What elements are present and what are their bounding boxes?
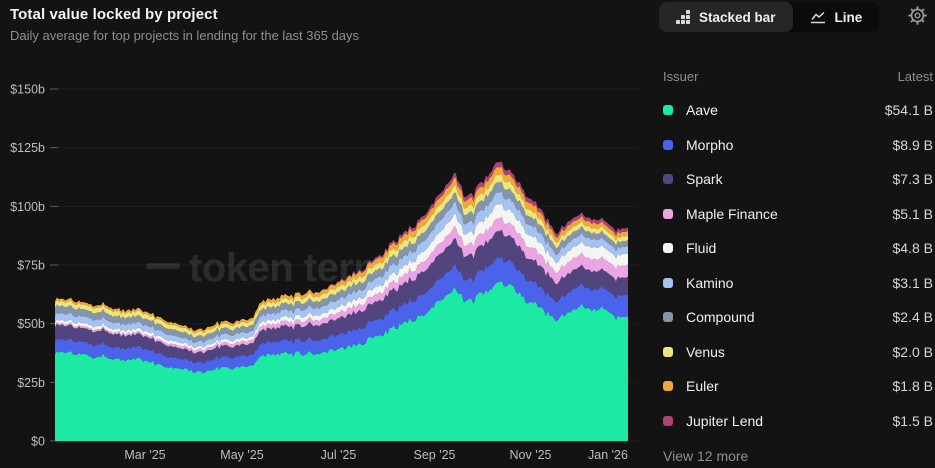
legend-color-dot (663, 139, 673, 150)
legend-row[interactable]: Compound $2.4 B (663, 300, 933, 335)
legend-row[interactable]: Maple Finance $5.1 B (663, 197, 933, 232)
legend-latest-value: $4.8 B (892, 240, 933, 257)
watermark-logo-bar (146, 263, 180, 269)
legend-issuer-name: Compound (686, 309, 755, 326)
y-axis-label: $125b (10, 141, 45, 155)
legend-issuer-name: Kamino (686, 274, 734, 291)
line-toggle-label: Line (834, 9, 863, 25)
x-axis-label: Nov '25 (510, 448, 552, 462)
legend-row[interactable]: Morpho $8.9 B (663, 128, 933, 163)
legend-latest-value: $8.9 B (892, 136, 933, 153)
legend-row[interactable]: Euler $1.8 B (663, 369, 933, 404)
page-subtitle: Daily average for top projects in lendin… (10, 28, 360, 43)
line-chart-icon (810, 11, 826, 24)
legend-row[interactable]: Kamino $3.1 B (663, 266, 933, 301)
gear-icon (907, 5, 928, 29)
legend-issuer-name: Spark (686, 171, 723, 188)
legend-latest-value: $2.0 B (892, 343, 933, 360)
area-series-morpho[interactable] (55, 255, 628, 374)
legend-latest-value: $54.1 B (884, 102, 933, 119)
legend-issuer-name: Jupiter Lend (686, 412, 764, 429)
legend-row[interactable]: Fluid $4.8 B (663, 231, 933, 266)
y-axis-label: $0 (31, 435, 45, 449)
legend-row[interactable]: Jupiter Lend $1.5 B (663, 404, 933, 439)
legend-color-dot (663, 208, 673, 219)
x-axis-label: Jul '25 (321, 448, 357, 462)
legend-issuer-name: Euler (686, 378, 719, 395)
legend-row[interactable]: Spark $7.3 B (663, 162, 933, 197)
legend-row[interactable]: Venus $2.0 B (663, 335, 933, 370)
legend-issuer-name: Maple Finance (686, 205, 778, 222)
x-axis-label: Mar '25 (124, 448, 165, 462)
legend-row[interactable]: Aave $54.1 B (663, 93, 933, 128)
legend-latest-value: $5.1 B (892, 205, 933, 222)
view-more-link[interactable]: View 12 more (663, 444, 748, 468)
legend-latest-value: $1.8 B (892, 378, 933, 395)
legend-issuer-name: Aave (686, 102, 718, 119)
legend-latest-value: $2.4 B (892, 309, 933, 326)
y-axis-label: $75b (17, 259, 45, 273)
y-axis-label: $25b (17, 376, 45, 390)
y-axis-label: $150b (10, 83, 45, 97)
legend-color-dot (663, 105, 673, 116)
area-series-spark[interactable] (55, 229, 628, 364)
legend-latest-value: $7.3 B (892, 171, 933, 188)
stacked-bar-icon (676, 10, 690, 24)
legend-color-dot (663, 346, 673, 357)
stacked-bar-toggle-label: Stacked bar (699, 9, 776, 25)
stacked-bar-toggle-button[interactable]: Stacked bar (659, 2, 793, 32)
legend-color-dot (663, 381, 673, 392)
area-series-aave[interactable] (55, 280, 628, 441)
legend-rows: Aave $54.1 B Morpho $8.9 B Spark $7.3 B … (663, 93, 933, 438)
legend-color-dot (663, 415, 673, 426)
issuer-column-header: Issuer (663, 69, 699, 84)
legend-issuer-name: Morpho (686, 136, 734, 153)
line-toggle-button[interactable]: Line (793, 2, 880, 32)
x-axis-label: May '25 (220, 448, 263, 462)
chart-type-toggle: Stacked bar Line (659, 2, 880, 32)
legend-latest-value: $1.5 B (892, 412, 933, 429)
y-axis-label: $100b (10, 200, 45, 214)
legend-color-dot (663, 277, 673, 288)
legend-latest-value: $3.1 B (892, 274, 933, 291)
tvl-stacked-area-chart[interactable]: $0 $25b $50b $75b $100b $125b $150b token termi… (0, 0, 655, 468)
page-title: Total value locked by project (10, 6, 218, 23)
legend-issuer-name: Fluid (686, 240, 717, 257)
legend-issuer-name: Venus (686, 343, 725, 360)
x-axis-label: Jan '26 (588, 448, 628, 462)
x-axis-label: Sep '25 (413, 448, 455, 462)
legend-color-dot (663, 174, 673, 185)
legend-color-dot (663, 243, 673, 254)
legend-panel: Issuer Latest Aave $54.1 B Morpho $8.9 B… (663, 60, 933, 468)
legend-color-dot (663, 312, 673, 323)
latest-column-header: Latest (897, 69, 933, 84)
y-axis-label: $50b (17, 317, 45, 331)
legend-header-row: Issuer Latest (663, 60, 933, 93)
settings-button[interactable] (903, 4, 931, 30)
